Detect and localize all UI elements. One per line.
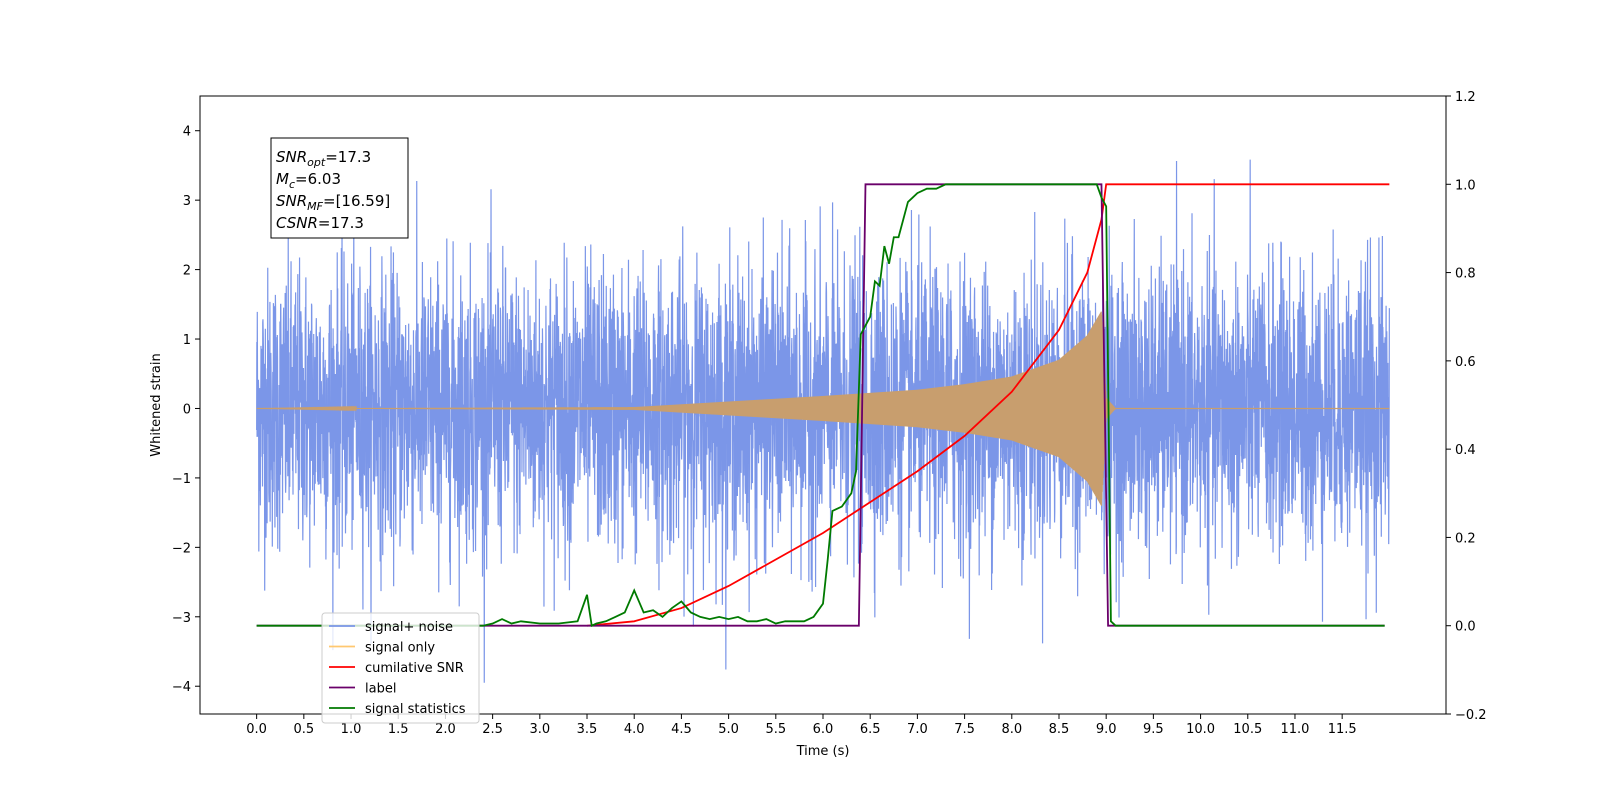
x-tick-label: 10.0 <box>1186 722 1215 737</box>
x-tick-label: 2.0 <box>435 722 456 737</box>
y2-tick-label: 1.2 <box>1455 90 1476 105</box>
x-tick-label: 10.5 <box>1233 722 1262 737</box>
x-tick-label: 11.5 <box>1328 722 1357 737</box>
series-signal-only-line <box>256 311 1390 506</box>
annotation-frame <box>270 137 409 239</box>
x-tick-label: 5.0 <box>718 722 739 737</box>
x-tick-label: 0.0 <box>246 722 267 737</box>
annotation-line: SNRopt=17.3 <box>276 148 371 169</box>
series-layer <box>256 159 1390 683</box>
y-tick-label: −1 <box>172 472 191 487</box>
x-tick-label: 8.0 <box>1001 722 1022 737</box>
y-axis-label: Whitened strain <box>149 353 164 456</box>
annotation-sub: opt <box>307 156 326 169</box>
y2-tick-label: 0.2 <box>1455 531 1476 546</box>
annotation-var: CSNR <box>276 214 318 232</box>
y-tick-label: −3 <box>172 611 191 626</box>
y2-tick-label: −0.2 <box>1455 708 1487 723</box>
y-tick-label: 0 <box>183 402 191 417</box>
y-tick-label: 3 <box>183 194 191 209</box>
x-tick-label: 4.0 <box>624 722 645 737</box>
y-tick-label: 4 <box>183 125 191 140</box>
annotation-value: =17.3 <box>318 214 364 232</box>
annotation-line: CSNR=17.3 <box>276 214 364 232</box>
annotation-line: Mc=6.03 <box>276 170 341 191</box>
x-tick-label: 9.5 <box>1143 722 1164 737</box>
y-tick-label: 2 <box>183 264 191 279</box>
legend-label: label <box>365 682 396 697</box>
legend-label: signal+ noise <box>365 620 453 635</box>
x-tick-label: 5.5 <box>765 722 786 737</box>
y2-tick-label: 0.4 <box>1455 443 1476 458</box>
x-tick-label: 7.5 <box>954 722 975 737</box>
x-tick-label: 0.5 <box>293 722 314 737</box>
x-tick-label: 6.5 <box>860 722 881 737</box>
y-tick-label: 1 <box>183 333 191 348</box>
axes-layer: 0.0 0.5 1.0 1.5 2.0 2.5 3.0 3.5 4.0 4.5 5.0 5.5 6.0 6… <box>172 90 1487 737</box>
annotation-line: SNRMF=[16.59] <box>276 192 390 213</box>
legend-label: cumilative SNR <box>365 661 464 676</box>
annotation-value: =[16.59] <box>323 192 390 210</box>
legend-frame <box>321 612 480 724</box>
x-tick-label: 6.0 <box>813 722 834 737</box>
x-tick-label: 3.0 <box>529 722 550 737</box>
y-tick-label: −4 <box>172 680 191 695</box>
annotation-var: SNR <box>276 192 307 210</box>
x-tick-label: 11.0 <box>1280 722 1309 737</box>
x-tick-label: 3.5 <box>577 722 598 737</box>
x-tick-label: 7.0 <box>907 722 928 737</box>
series-cumulative-snr-line <box>586 183 1390 627</box>
y2-tick-label: 0.8 <box>1455 267 1476 282</box>
series-signal-noise-line <box>256 159 1390 683</box>
y-tick-label: −2 <box>172 541 191 556</box>
legend: signal+ noise signal only cumilative SNR la… <box>321 612 480 724</box>
legend-label: signal statistics <box>365 702 466 717</box>
x-tick-label: 1.0 <box>341 722 362 737</box>
annotation-value: =6.03 <box>295 170 341 188</box>
annotation-value: =17.3 <box>325 148 371 166</box>
annotation-var: SNR <box>276 148 307 166</box>
annotation-sub: MF <box>307 200 323 213</box>
x-tick-label: 2.5 <box>482 722 503 737</box>
y2-tick-label: 0.0 <box>1455 620 1476 635</box>
series-signal-statistics-line <box>256 183 1385 628</box>
x-tick-label: 1.5 <box>388 722 409 737</box>
y2-tick-label: 1.0 <box>1455 178 1476 193</box>
y2-tick-label: 0.6 <box>1455 355 1476 370</box>
annotation-var: M <box>276 170 289 188</box>
x-tick-label: 4.5 <box>671 722 692 737</box>
x-tick-label: 8.5 <box>1049 722 1070 737</box>
annotation-sub: c <box>289 178 295 191</box>
x-axis-label: Time (s) <box>796 744 850 759</box>
x-tick-label: 9.0 <box>1096 722 1117 737</box>
legend-label: signal only <box>365 641 435 656</box>
